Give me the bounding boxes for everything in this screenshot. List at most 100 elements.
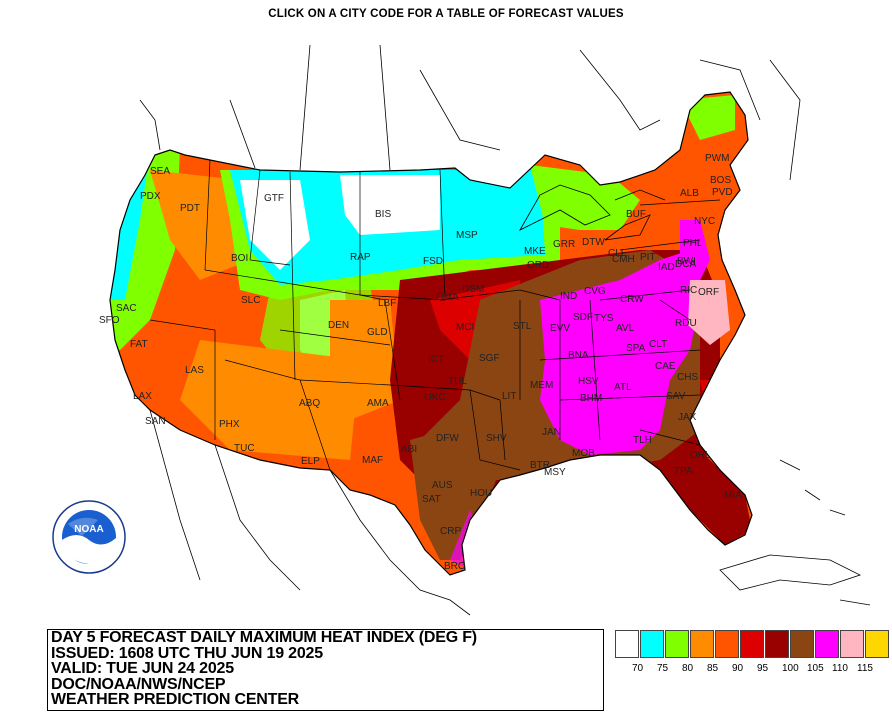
legend-label: 115 — [857, 663, 873, 674]
city-code[interactable]: DFW — [436, 433, 459, 444]
city-code[interactable]: SAT — [422, 494, 441, 505]
city-code[interactable]: LAS — [185, 365, 204, 376]
city-code[interactable]: AMA — [367, 398, 389, 409]
legend-swatch — [615, 630, 639, 658]
city-code[interactable]: CLE — [608, 248, 628, 259]
city-code[interactable]: MIA — [724, 490, 742, 501]
city-code[interactable]: PHX — [219, 419, 240, 430]
city-code[interactable]: MSP — [456, 230, 478, 241]
city-code[interactable]: BOI — [231, 253, 248, 264]
city-code[interactable]: MAF — [362, 455, 383, 466]
city-code[interactable]: NYC — [694, 216, 715, 227]
city-code[interactable]: DSM — [462, 284, 484, 295]
legend-swatch — [865, 630, 889, 658]
city-code[interactable]: OKC — [424, 392, 446, 403]
city-code[interactable]: BNA — [568, 350, 589, 361]
city-code[interactable]: BWI — [677, 256, 696, 267]
city-code[interactable]: IAD — [658, 262, 675, 273]
city-code[interactable]: AVL — [616, 323, 635, 334]
city-code[interactable]: ICT — [428, 354, 444, 365]
city-code[interactable]: STL — [513, 321, 532, 332]
city-code[interactable]: RDU — [675, 318, 697, 329]
city-code[interactable]: LIT — [502, 391, 516, 402]
city-code[interactable]: HOU — [470, 488, 492, 499]
city-code[interactable]: BHM — [580, 393, 602, 404]
city-code[interactable]: TUL — [448, 376, 467, 387]
city-code[interactable]: SLC — [241, 295, 260, 306]
legend-swatch — [665, 630, 689, 658]
city-code[interactable]: JAX — [678, 412, 697, 423]
city-code[interactable]: PHL — [683, 238, 703, 249]
city-code[interactable]: SEA — [150, 166, 170, 177]
city-code[interactable]: FSD — [423, 256, 443, 267]
page-header: CLICK ON A CITY CODE FOR A TABLE OF FORE… — [268, 8, 624, 20]
city-code[interactable]: SAC — [116, 303, 137, 314]
city-code[interactable]: SAV — [666, 391, 686, 402]
city-code[interactable]: DTW — [582, 237, 605, 248]
city-code[interactable]: PVD — [712, 187, 733, 198]
city-code[interactable]: BRO — [444, 561, 466, 572]
city-code[interactable]: AUS — [432, 480, 453, 491]
city-code[interactable]: GRR — [553, 239, 575, 250]
city-code[interactable]: SDF — [573, 312, 593, 323]
city-code[interactable]: PDX — [140, 191, 161, 202]
legend-label: 70 — [632, 663, 644, 674]
city-code[interactable]: PIT — [640, 252, 656, 263]
city-code[interactable]: CAE — [655, 361, 676, 372]
city-code[interactable]: PDT — [180, 203, 200, 214]
city-code[interactable]: HSV — [578, 376, 599, 387]
city-code[interactable]: CMH — [612, 254, 635, 265]
city-code[interactable]: CRP — [440, 526, 461, 537]
city-code[interactable]: GTF — [264, 193, 284, 204]
city-code[interactable]: MCI — [456, 322, 474, 333]
city-code[interactable]: SAN — [145, 416, 166, 427]
city-code[interactable]: BTR — [530, 460, 550, 471]
city-code[interactable]: ELP — [301, 456, 320, 467]
city-code[interactable]: SGF — [479, 353, 500, 364]
noaa-logo-text: NOAA — [74, 524, 103, 535]
city-code[interactable]: BUF — [626, 209, 646, 220]
legend-label: 75 — [657, 663, 669, 674]
city-code[interactable]: ORD — [527, 260, 549, 271]
city-code[interactable]: MSY — [544, 467, 566, 478]
city-code[interactable]: MKE — [524, 246, 546, 257]
city-code[interactable]: TLH — [633, 435, 652, 446]
city-code[interactable]: IND — [560, 291, 577, 302]
issued-time: ISSUED: 1608 UTC THU JUN 19 2025 — [51, 644, 323, 662]
city-code[interactable]: ORL — [690, 450, 711, 461]
city-code[interactable]: MOB — [572, 448, 595, 459]
legend-label: 95 — [757, 663, 769, 674]
city-code[interactable]: CRW — [620, 294, 644, 305]
city-code[interactable]: RAP — [350, 252, 371, 263]
city-code[interactable]: LBF — [378, 298, 396, 309]
city-code[interactable]: OMA — [436, 292, 459, 303]
city-code[interactable]: FAT — [130, 339, 148, 350]
city-code[interactable]: CHS — [677, 372, 698, 383]
city-code[interactable]: ATL — [614, 382, 632, 393]
heat-index-map: SEA PDX PDT GTF BIS MSP FSD RAP SLC BOI … — [99, 44, 871, 616]
city-code[interactable]: PWM — [705, 153, 729, 164]
city-code[interactable]: JAN — [542, 427, 561, 438]
city-code[interactable]: LAX — [133, 391, 152, 402]
city-code[interactable]: ABQ — [299, 398, 320, 409]
city-code[interactable]: TYS — [594, 313, 614, 324]
city-code[interactable]: ALB — [680, 188, 699, 199]
city-code[interactable]: TPA — [674, 466, 693, 477]
city-code[interactable]: BOS — [710, 175, 731, 186]
city-code[interactable]: BIS — [375, 209, 391, 220]
city-code[interactable]: MEM — [530, 380, 553, 391]
city-code[interactable]: EVV — [550, 323, 570, 334]
city-code[interactable]: SHV — [486, 433, 507, 444]
city-code[interactable]: RIC — [680, 285, 697, 296]
city-code[interactable]: GLD — [367, 327, 388, 338]
city-code[interactable]: ORF — [698, 287, 719, 298]
city-code[interactable]: SPA — [626, 343, 646, 354]
legend-swatch — [640, 630, 664, 658]
city-code[interactable]: DCA — [675, 259, 696, 270]
city-code[interactable]: DEN — [328, 320, 349, 331]
city-code[interactable]: CVG — [584, 286, 606, 297]
city-code[interactable]: SFO — [99, 315, 120, 326]
city-code[interactable]: TUC — [234, 443, 255, 454]
city-code[interactable]: CLT — [649, 339, 667, 350]
city-code[interactable]: ABI — [401, 444, 417, 455]
